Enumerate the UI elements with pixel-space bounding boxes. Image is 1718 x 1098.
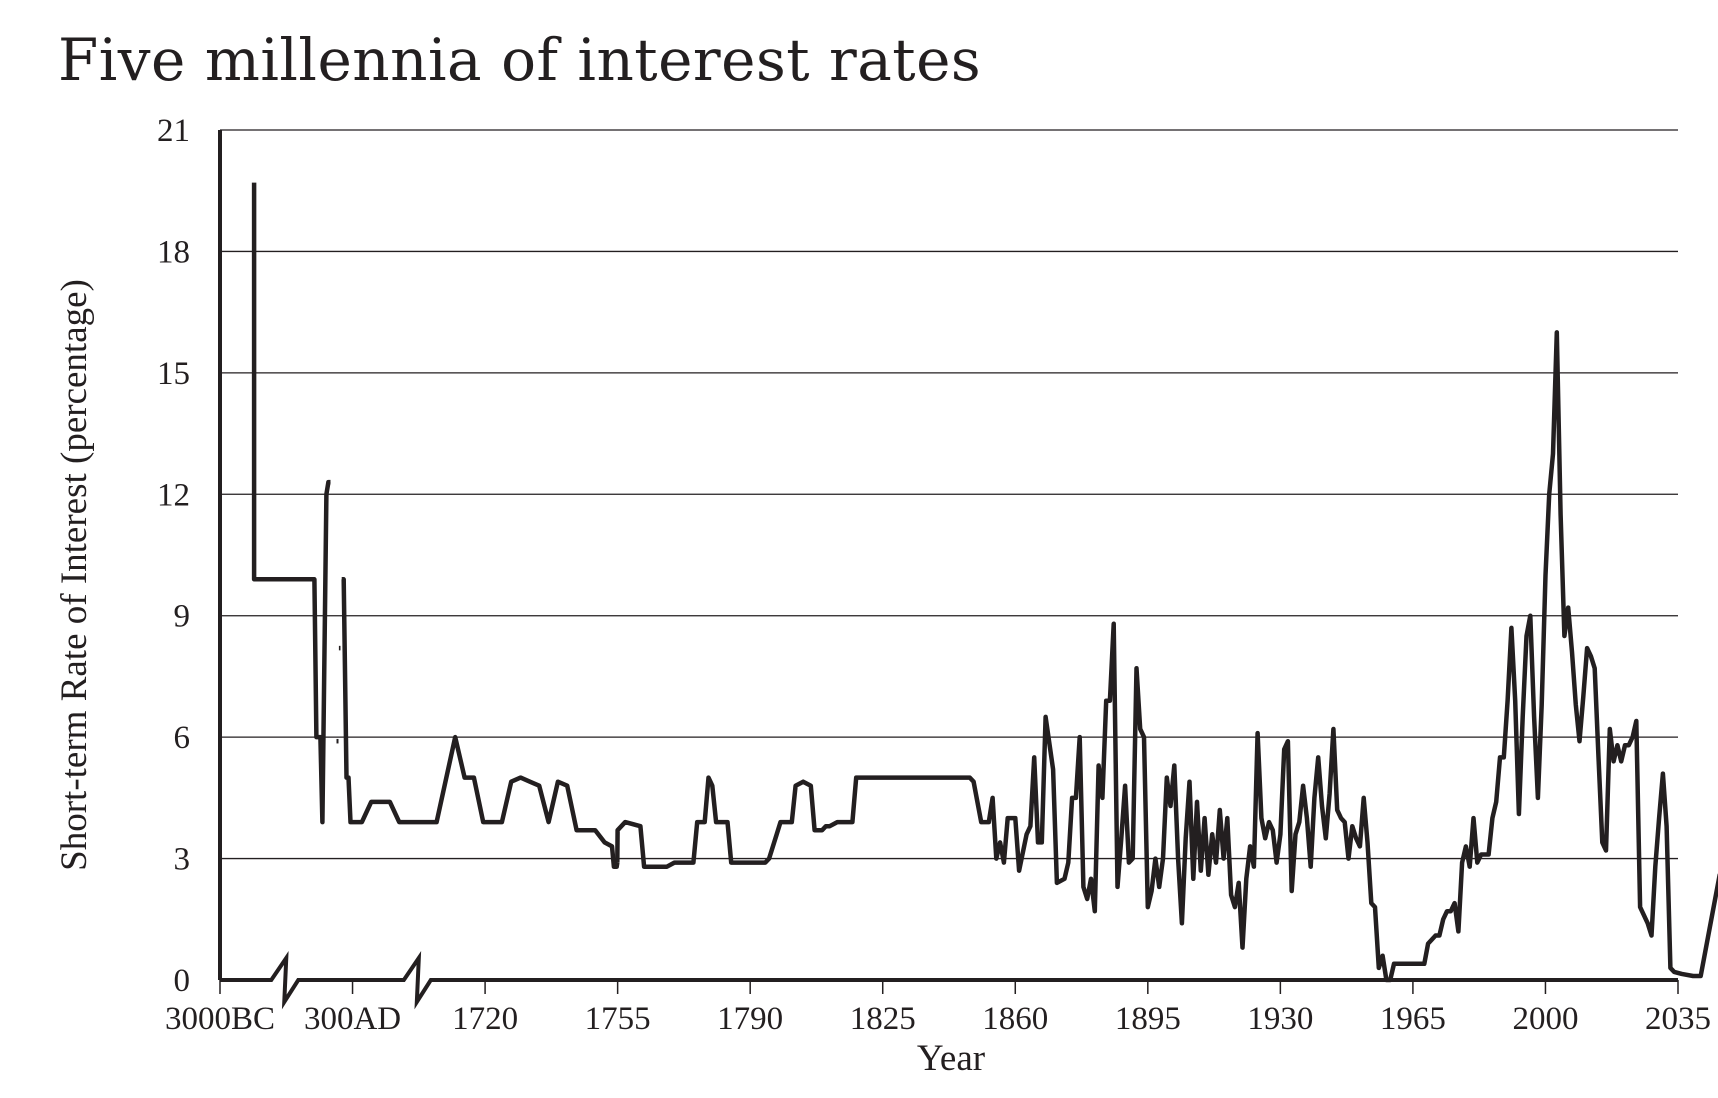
x-axis-title: Year	[917, 1038, 985, 1079]
y-axis-tick-labels: 0 3 6 9 12 15 18 21	[157, 113, 190, 999]
x-tick-label: 2035	[1645, 1001, 1711, 1037]
series-line-0-0	[251, 182, 331, 825]
y-tick-label: 12	[157, 477, 190, 513]
y-axis-title: Short-term Rate of Interest (percentage)	[54, 279, 95, 871]
x-tick-label: 1755	[585, 1001, 651, 1037]
y-tick-label: 3	[174, 842, 191, 878]
x-tick-label: 1720	[452, 1001, 518, 1037]
x-tick-label: 1895	[1115, 1001, 1181, 1037]
series-line-2-0	[615, 330, 1718, 983]
x-tick-label: 300AD	[304, 1001, 401, 1037]
x-axis-tick-labels: 3000BC 300AD 1720 1755 1790 1825 1860 1895 1930 1…	[165, 980, 1711, 1037]
series-lines	[251, 182, 1718, 983]
x-axis-path	[220, 951, 1678, 1010]
x-tick-label: 1825	[850, 1001, 916, 1037]
y-tick-label: 9	[174, 599, 191, 635]
x-tick-label: 1860	[982, 1001, 1048, 1037]
x-tick-label: 1790	[717, 1001, 783, 1037]
y-tick-label: 15	[157, 356, 190, 392]
x-tick-label: 1930	[1247, 1001, 1313, 1037]
x-tick-label: 1965	[1380, 1001, 1446, 1037]
chart-title: Five millennia of interest rates	[58, 26, 982, 94]
gridlines	[220, 129, 1678, 860]
x-tick-label: 2000	[1512, 1001, 1578, 1037]
x-axis-line	[220, 951, 1678, 1010]
y-tick-label: 21	[157, 113, 190, 149]
series-line-1-0	[341, 577, 620, 869]
y-tick-label: 6	[174, 720, 191, 756]
y-tick-label: 0	[174, 963, 191, 999]
x-tick-label: 3000BC	[165, 1001, 275, 1037]
y-tick-label: 18	[157, 234, 190, 270]
